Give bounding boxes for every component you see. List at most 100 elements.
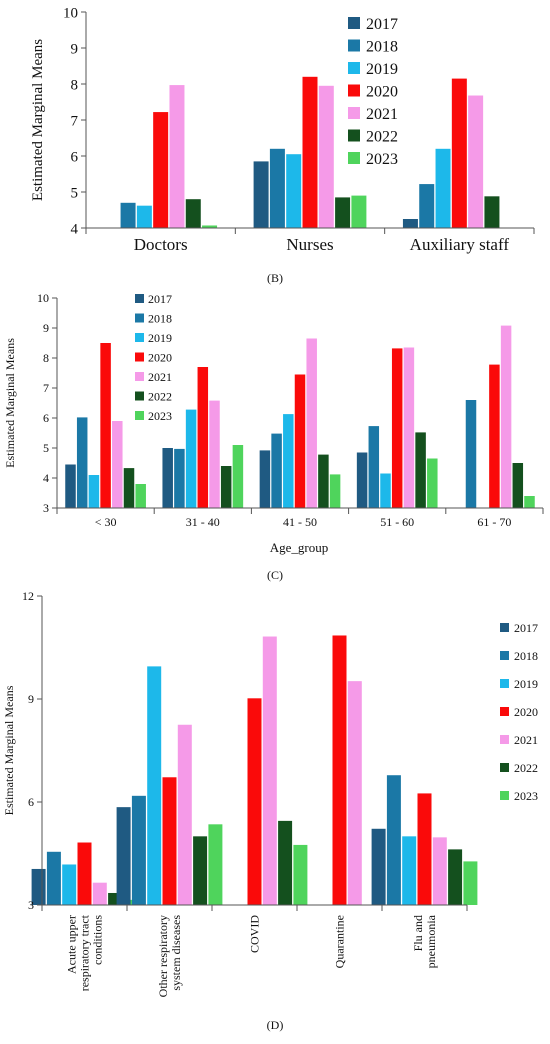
legend-swatch	[135, 411, 144, 420]
y-tick-label: 4	[71, 221, 79, 237]
y-tick-label: 9	[71, 41, 79, 57]
legend-swatch	[348, 129, 360, 142]
legend-label: 2018	[148, 311, 172, 325]
bar	[512, 463, 524, 508]
bar	[329, 474, 341, 508]
bar	[335, 197, 351, 228]
bar	[46, 851, 61, 905]
bar	[209, 400, 220, 508]
legend-label: 2023	[514, 789, 538, 803]
legend: 2017 2018 2019 2020 2021 2022 2023	[135, 292, 172, 423]
y-tick-label: 6	[71, 149, 79, 165]
bar	[232, 445, 244, 508]
legend-label: 2017	[148, 292, 172, 306]
bar	[351, 195, 367, 228]
bar	[500, 325, 512, 508]
y-axis-label: Estimated Marginal Means	[30, 39, 46, 201]
bar	[162, 777, 177, 905]
bar	[435, 148, 451, 228]
bar	[262, 636, 277, 905]
legend-swatch	[500, 735, 509, 744]
bar	[88, 475, 100, 508]
bar	[403, 347, 415, 508]
legend-label: 2021	[366, 106, 398, 123]
bar	[293, 844, 308, 905]
legend-label: 2021	[148, 370, 172, 384]
bar	[294, 374, 306, 508]
bar	[259, 450, 271, 508]
legend-label: 2017	[366, 16, 398, 33]
bar	[402, 836, 417, 905]
x-tick-label-line: conditions	[91, 915, 105, 965]
legend-label: 2022	[366, 128, 398, 145]
chart-d: 3 6 9 12 Acute upperrespiratory tractconditi…	[2, 589, 538, 997]
bar	[131, 795, 146, 905]
legend-swatch	[135, 294, 144, 303]
x-tick-label: 41 - 50	[283, 515, 317, 529]
bar	[432, 837, 447, 905]
bar	[283, 414, 294, 508]
bar	[185, 199, 201, 228]
bar	[371, 828, 386, 905]
legend-label: 2023	[366, 151, 398, 168]
panel-label-b: (B)	[267, 271, 283, 285]
y-tick-label: 7	[43, 381, 49, 395]
bar	[380, 473, 391, 508]
bar	[448, 849, 463, 905]
legend-label: 2022	[148, 389, 172, 403]
x-tick-label-line: respiratory tract	[78, 914, 92, 991]
bar	[220, 466, 232, 508]
legend-swatch	[135, 352, 144, 362]
bar	[174, 448, 185, 508]
bar	[356, 452, 368, 508]
bar	[332, 635, 347, 905]
bar	[162, 448, 173, 508]
x-tick-label-line: Quarantine	[333, 915, 347, 968]
bar	[391, 348, 403, 508]
bar	[368, 426, 380, 508]
bar	[202, 225, 218, 228]
bar	[253, 161, 269, 228]
legend-swatch	[348, 62, 360, 74]
legend-swatch	[135, 333, 144, 342]
legend-label: 2019	[366, 61, 398, 78]
y-tick-label: 10	[63, 5, 78, 21]
legend-label: 2020	[366, 83, 398, 100]
y-tick-label: 8	[43, 351, 49, 365]
chart-c: 3 4 5 6 7 8 9 10 < 30 31 - 40 41 - 50 51 - 60 61 - 7…	[3, 291, 544, 555]
x-tick-label: < 30	[95, 515, 117, 529]
legend-label: 2018	[514, 649, 538, 663]
bar	[208, 824, 223, 905]
bar	[147, 666, 162, 905]
y-tick-label: 10	[37, 291, 49, 305]
bar	[135, 484, 146, 508]
bar	[419, 184, 435, 228]
y-tick-label: 9	[43, 321, 49, 335]
x-tick-label: Acute upperrespiratory tractconditions	[65, 914, 105, 991]
legend-swatch	[500, 707, 509, 716]
x-tick-label-line: Acute upper	[65, 915, 79, 974]
legend-swatch	[500, 679, 509, 688]
bar	[76, 417, 88, 508]
legend-label: 2018	[366, 38, 398, 55]
y-tick-label: 12	[22, 589, 34, 603]
bar	[116, 807, 131, 905]
x-tick-label-line: Other respiratory	[156, 915, 170, 997]
y-tick-label: 8	[71, 77, 79, 93]
bar	[177, 724, 192, 905]
bar	[465, 400, 477, 508]
bar	[247, 698, 262, 905]
y-tick-label: 3	[28, 898, 34, 912]
bar	[417, 793, 432, 905]
bar	[524, 496, 535, 508]
x-tick-label-line: COVID	[248, 915, 262, 953]
legend-label: 2021	[514, 733, 538, 747]
bar	[278, 820, 293, 905]
bar	[306, 338, 317, 508]
legend-swatch	[348, 17, 360, 29]
panel-label-c: (C)	[267, 568, 283, 582]
bar	[100, 343, 111, 508]
legend: 2017 2018 2019 2020 2021 2022 2023	[500, 621, 538, 803]
legend-swatch	[500, 763, 509, 772]
